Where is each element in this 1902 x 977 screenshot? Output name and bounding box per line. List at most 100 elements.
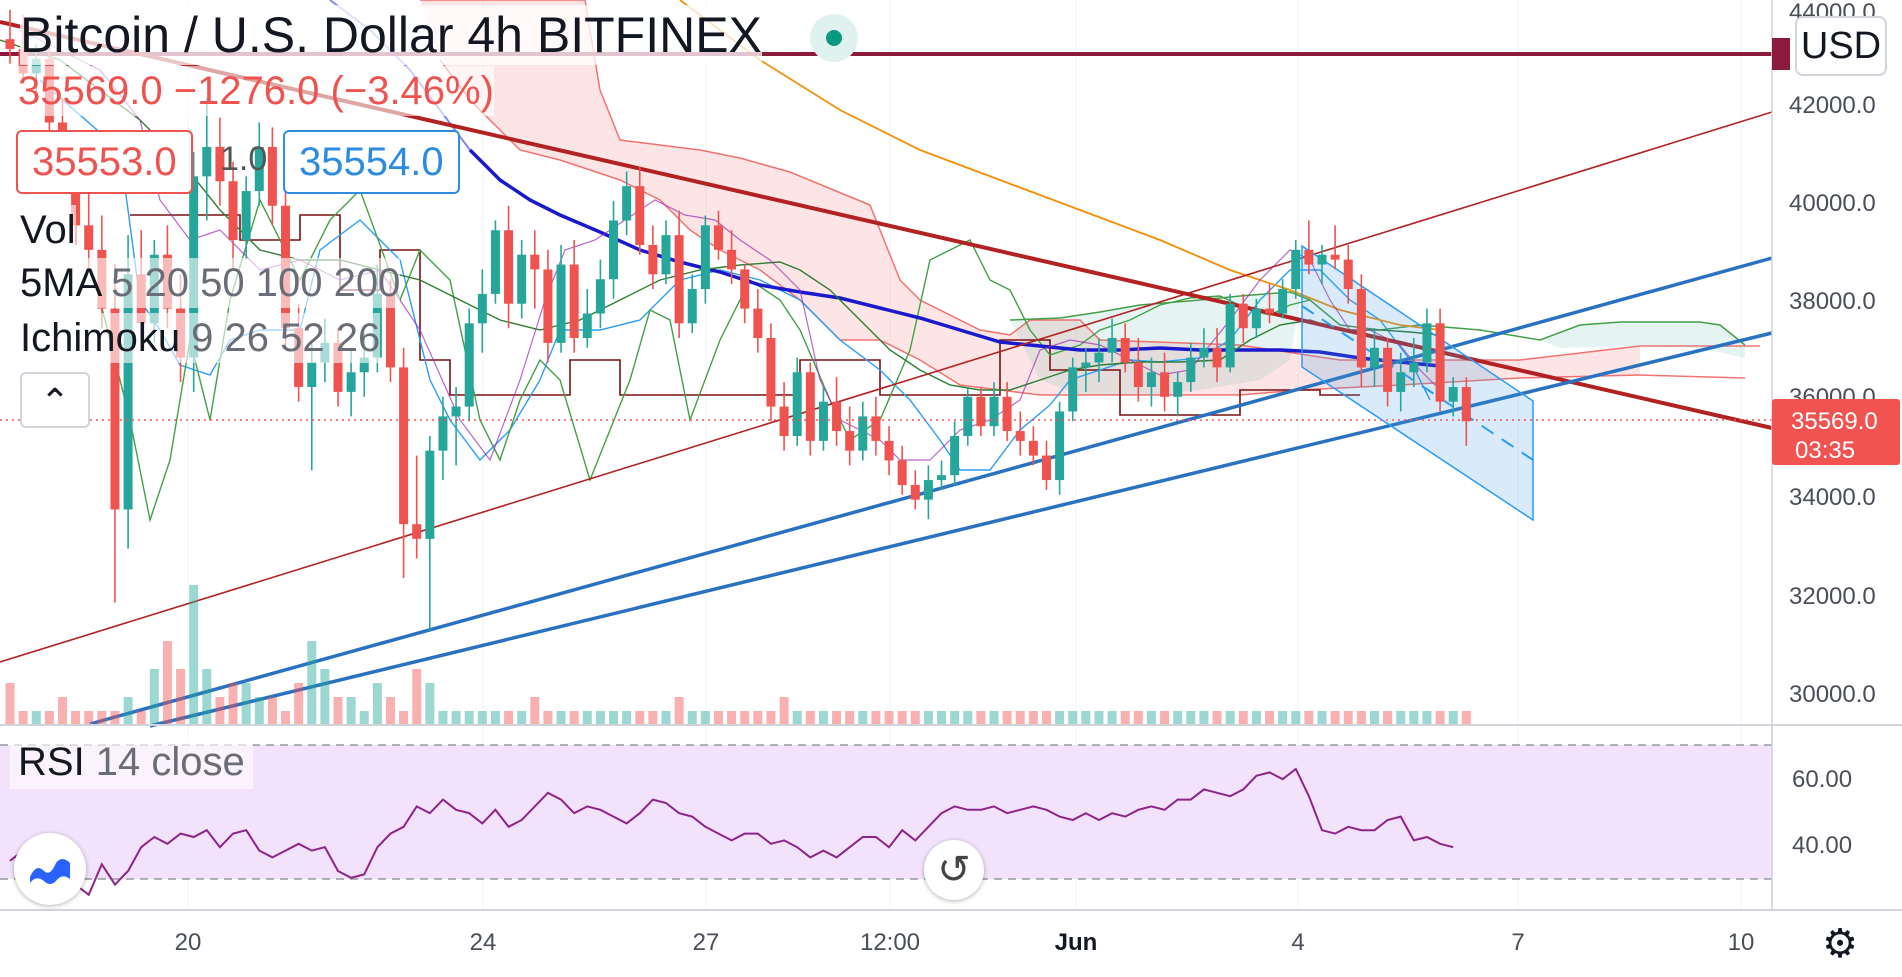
candle-up <box>989 396 999 427</box>
volume-bar <box>832 711 842 725</box>
settings-button[interactable]: ⚙ <box>1818 922 1862 966</box>
candle-down <box>910 484 920 500</box>
volume-bar <box>753 711 763 725</box>
volume-bar <box>1015 711 1025 725</box>
candle-up <box>438 416 448 451</box>
volume-bar <box>805 711 815 725</box>
candle-up <box>451 406 461 417</box>
time-tick: 10 <box>1728 929 1755 956</box>
volume-bar <box>1291 711 1301 725</box>
candle-down <box>215 146 225 182</box>
time-axis[interactable]: 20 24 27 12:00 Jun 4 7 10 <box>0 909 1902 956</box>
volume-bar <box>635 711 645 725</box>
sell-button[interactable]: 35553.0 <box>16 130 193 194</box>
volume-bar <box>937 711 947 725</box>
volume-bar <box>622 711 632 725</box>
candle-up <box>609 220 619 280</box>
trend-line-red-rising <box>0 111 1773 663</box>
tradingview-logo-button[interactable] <box>14 833 86 905</box>
volume-bar <box>320 669 330 725</box>
candle-down <box>897 460 907 485</box>
ma-legend-name: 5MA <box>20 261 101 305</box>
volume-legend[interactable]: Vol <box>20 205 76 255</box>
volume-bar <box>412 669 422 725</box>
candle-down <box>740 269 750 309</box>
time-tick: 12:00 <box>860 929 920 956</box>
ma-legend[interactable]: 5MA 5 20 50 100 200 <box>20 258 401 308</box>
candle-down <box>385 293 395 368</box>
reset-chart-button[interactable]: ↺ <box>924 840 984 900</box>
candle-up <box>661 235 671 275</box>
candle-countdown: 03:35 <box>1795 437 1855 464</box>
candle-down <box>713 225 723 250</box>
candle-down <box>1265 308 1275 314</box>
rsi-legend[interactable]: RSI 14 close <box>10 735 253 789</box>
candle-down <box>412 524 422 539</box>
time-tick: 24 <box>470 929 497 956</box>
rsi-pane[interactable]: 60.00 40.00 <box>0 724 1902 910</box>
volume-bar <box>189 585 199 725</box>
candle-down <box>1015 431 1025 441</box>
volume-bar <box>1186 711 1196 725</box>
volume-bar <box>18 711 28 725</box>
volume-bar <box>923 711 933 725</box>
volume-bar <box>464 711 474 725</box>
volume-bar <box>97 711 107 725</box>
price-tick: 40000.0 <box>1789 190 1876 217</box>
volume-bar <box>1212 711 1222 725</box>
volume-bar <box>359 711 369 725</box>
candle-up <box>1186 357 1196 383</box>
candle-down <box>1120 338 1130 363</box>
price-tick: 42000.0 <box>1789 92 1876 119</box>
collapse-legend-button[interactable]: ⌃ <box>20 372 90 428</box>
volume-bar <box>1028 711 1038 725</box>
candle-down <box>1133 362 1143 387</box>
rsi-legend-name: RSI <box>18 740 85 784</box>
volume-bar <box>871 711 881 725</box>
volume-bar <box>110 711 120 725</box>
volume-bar <box>372 683 382 725</box>
ichimoku-legend[interactable]: Ichimoku 9 26 52 26 <box>20 313 381 363</box>
volume-bar <box>582 711 592 725</box>
volume-bar <box>254 697 264 725</box>
volume-bar <box>569 711 579 725</box>
volume-bar <box>700 711 710 725</box>
candle-up <box>1199 347 1209 358</box>
volume-bar <box>963 711 973 725</box>
ma-50-line <box>468 148 1441 368</box>
ichimoku-legend-params: 9 26 52 26 <box>180 316 381 360</box>
candle-down <box>1343 259 1353 290</box>
candle-up <box>464 323 474 407</box>
volume-bar <box>451 711 461 725</box>
volume-bar <box>1225 711 1235 725</box>
volume-bar <box>818 711 828 725</box>
candle-down <box>530 254 540 270</box>
buy-button[interactable]: 35554.0 <box>283 130 460 194</box>
candle-up <box>1291 249 1301 290</box>
candle-down <box>543 269 553 343</box>
candle-up <box>1448 386 1458 402</box>
volume-bar <box>162 641 172 725</box>
ichimoku-cloud-bullish-right <box>1540 322 1745 358</box>
volume-bar <box>543 711 553 725</box>
candle-up <box>307 362 317 387</box>
candle-down <box>1238 303 1248 329</box>
candle-up <box>687 289 697 324</box>
volume-bar <box>950 711 960 725</box>
volume-bar <box>1448 711 1458 725</box>
symbol-title[interactable]: Bitcoin / U.S. Dollar 4h BITFINEX <box>20 5 762 65</box>
volume-bar <box>792 711 802 725</box>
candle-down <box>84 225 94 250</box>
volume-bar <box>1002 711 1012 725</box>
candle-up <box>517 254 527 304</box>
time-tick: 7 <box>1511 929 1524 956</box>
horizontal-line-marker <box>1772 38 1790 70</box>
volume-bar <box>71 711 81 725</box>
candle-up <box>1422 323 1432 363</box>
candle-up <box>595 279 605 314</box>
currency-button[interactable]: USD <box>1795 16 1887 76</box>
price-tick: 34000.0 <box>1789 484 1876 511</box>
price-tick: 32000.0 <box>1789 583 1876 610</box>
candle-down <box>884 440 894 461</box>
candle-up <box>241 191 251 241</box>
